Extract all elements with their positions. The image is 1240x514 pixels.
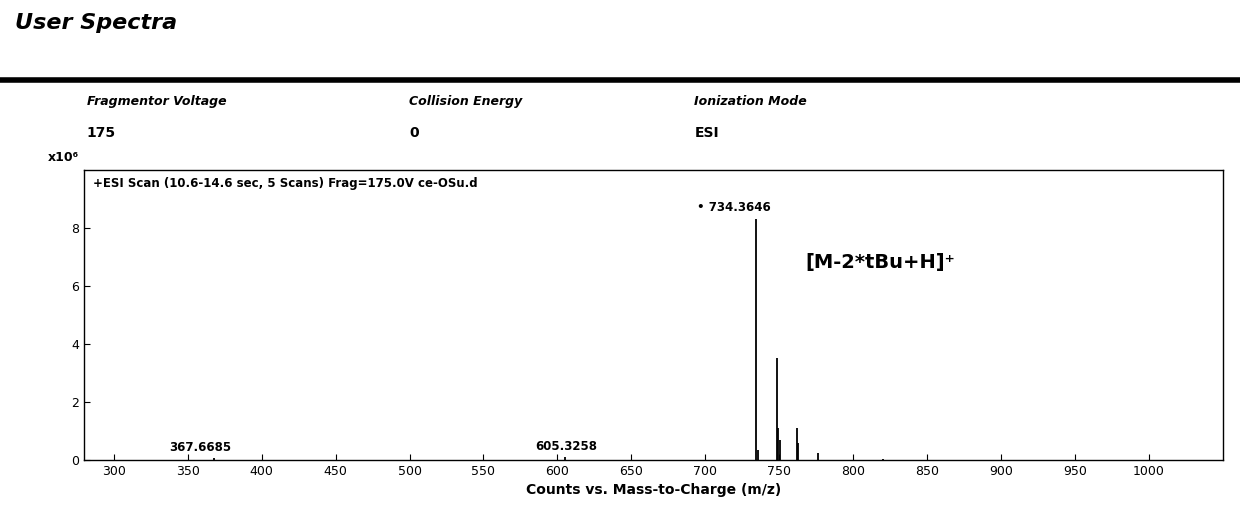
Text: Collision Energy: Collision Energy bbox=[409, 95, 522, 108]
Text: x10⁶: x10⁶ bbox=[47, 151, 78, 164]
Text: User Spectra: User Spectra bbox=[15, 13, 177, 33]
Text: Fragmentor Voltage: Fragmentor Voltage bbox=[87, 95, 227, 108]
Text: Ionization Mode: Ionization Mode bbox=[694, 95, 807, 108]
Text: +ESI Scan (10.6-14.6 sec, 5 Scans) Frag=175.0V ce-OSu.d: +ESI Scan (10.6-14.6 sec, 5 Scans) Frag=… bbox=[93, 177, 479, 190]
Text: 605.3258: 605.3258 bbox=[536, 440, 598, 453]
Text: • 734.3646: • 734.3646 bbox=[697, 201, 770, 214]
Text: ESI: ESI bbox=[694, 126, 719, 140]
Text: 0: 0 bbox=[409, 126, 419, 140]
Text: 367.6685: 367.6685 bbox=[170, 441, 232, 454]
X-axis label: Counts vs. Mass-to-Charge (m/z): Counts vs. Mass-to-Charge (m/z) bbox=[526, 484, 781, 498]
Text: [M-2*tBu+H]⁺: [M-2*tBu+H]⁺ bbox=[806, 253, 956, 272]
Text: 175: 175 bbox=[87, 126, 115, 140]
